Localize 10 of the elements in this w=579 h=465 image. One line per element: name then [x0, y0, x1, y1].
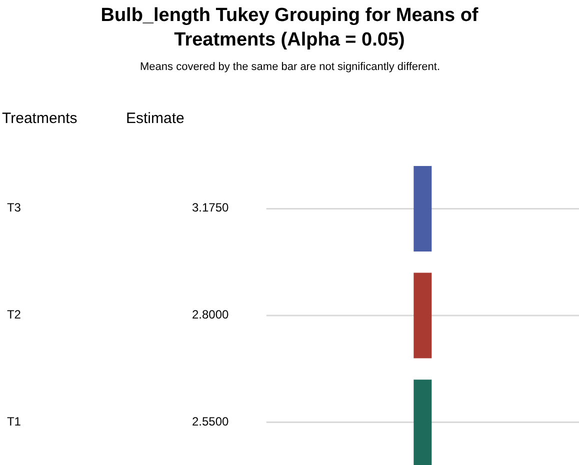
text: Treatments	[2, 110, 78, 127]
data-label: 3.1750	[192, 200, 230, 215]
text: Bulb_length Tukey Grouping for Means of Treatments (Alpha = 0.05)	[100, 4, 479, 51]
text: Estimate	[126, 110, 184, 127]
data-label: 2.5500	[192, 414, 230, 428]
text: Means covered by the same bar are not significantly different.	[140, 61, 440, 73]
category-label: T1	[6, 414, 22, 428]
category-label: T2	[6, 308, 22, 322]
data-label: 2.8000	[192, 308, 230, 322]
category-label: T3	[6, 200, 22, 215]
